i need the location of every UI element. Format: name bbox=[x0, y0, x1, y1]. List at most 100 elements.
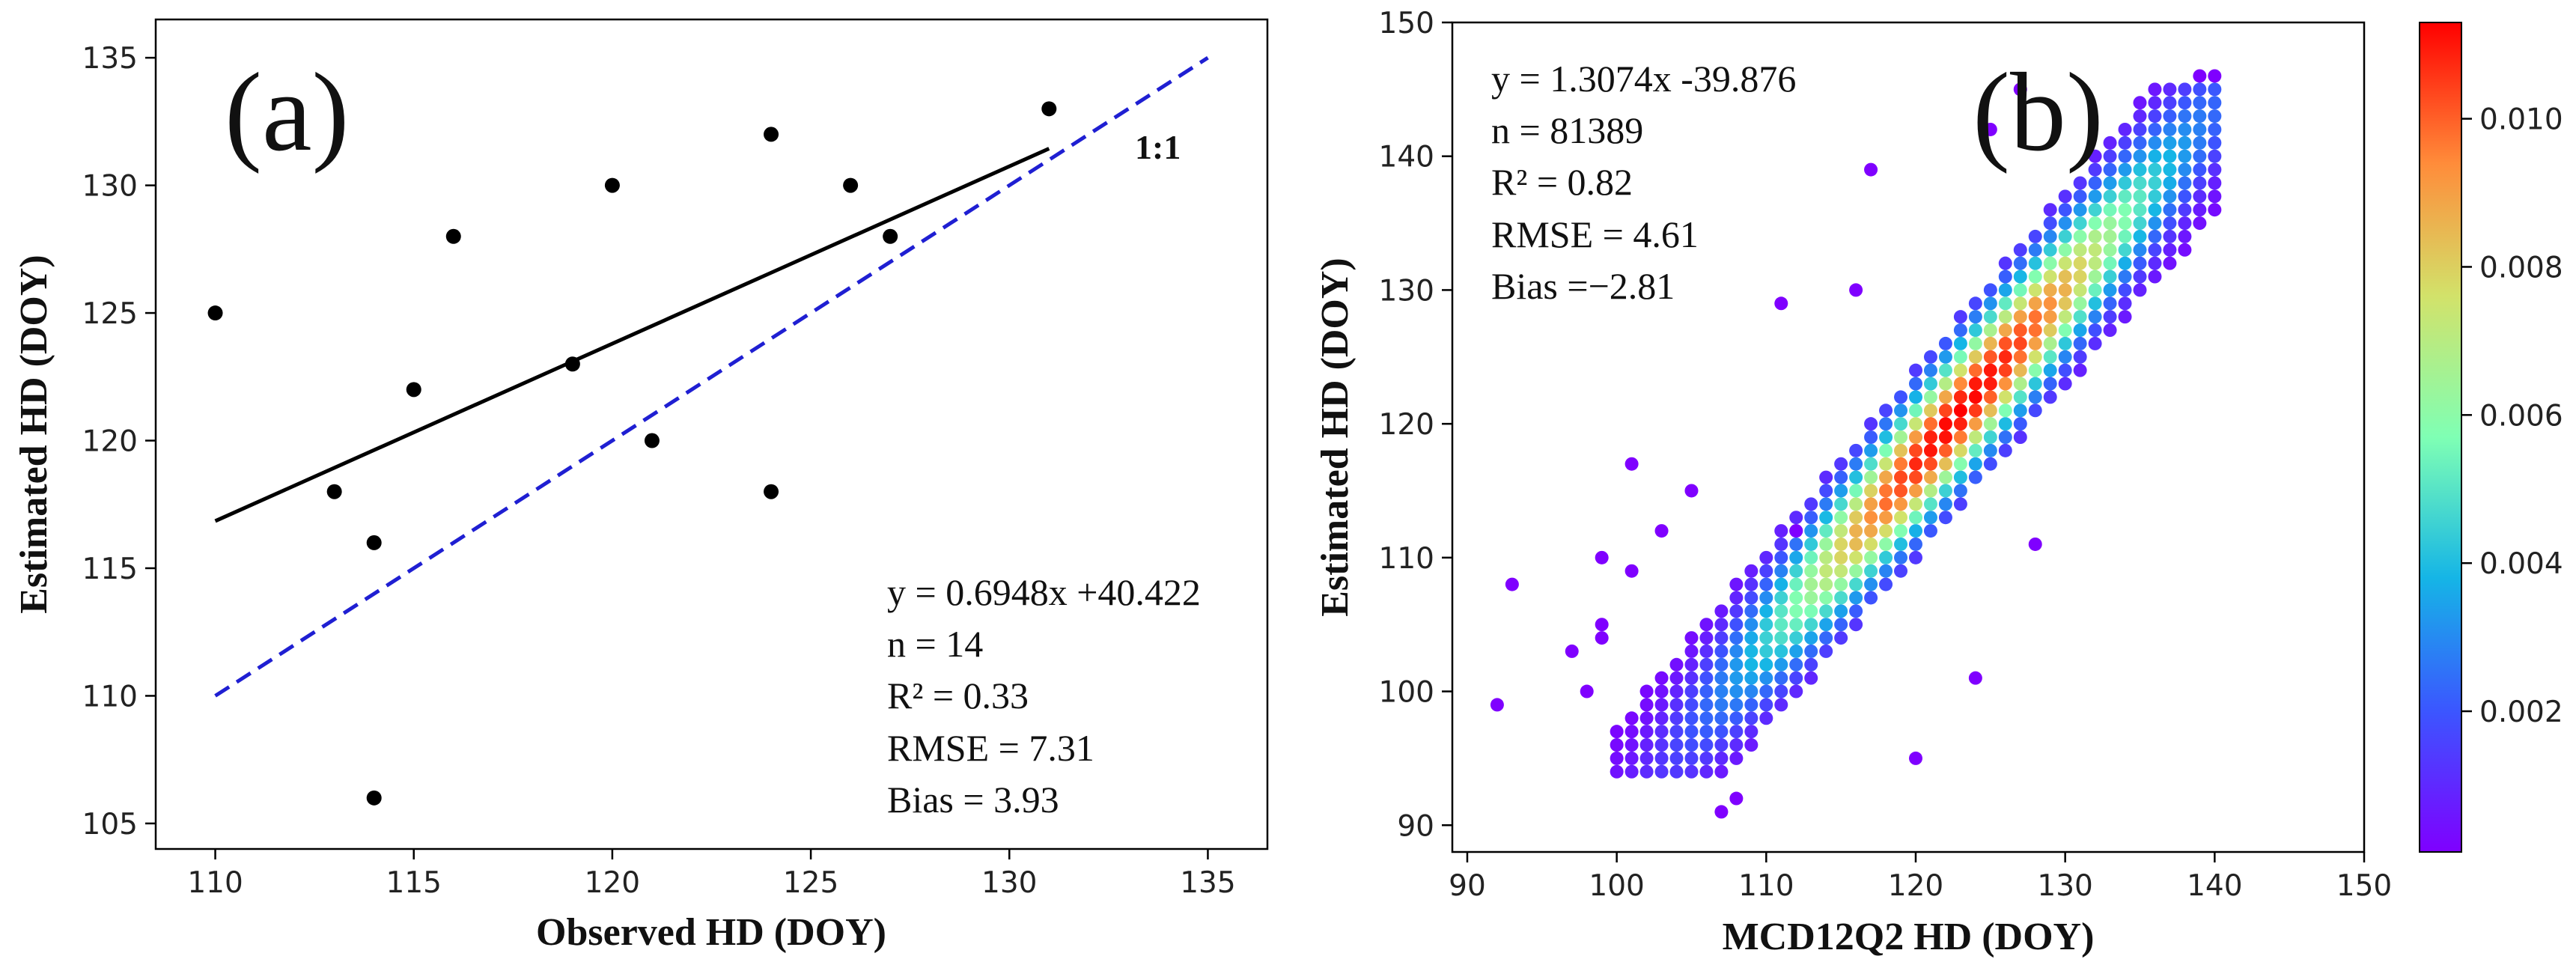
density-point bbox=[1804, 618, 1818, 632]
density-point bbox=[2193, 136, 2207, 150]
density-point bbox=[1953, 323, 1967, 338]
density-point bbox=[1953, 497, 1967, 511]
density-point bbox=[1908, 417, 1922, 431]
outlier-point bbox=[1774, 296, 1788, 311]
density-point bbox=[2178, 82, 2192, 97]
density-point bbox=[2208, 176, 2222, 190]
density-point bbox=[1610, 751, 1624, 765]
density-point bbox=[2133, 136, 2147, 150]
density-point bbox=[2178, 203, 2192, 217]
density-point bbox=[2178, 149, 2192, 163]
density-point bbox=[1714, 751, 1729, 765]
density-point bbox=[1699, 618, 1714, 632]
density-point bbox=[1699, 751, 1714, 765]
density-point bbox=[2088, 162, 2102, 177]
density-point bbox=[2148, 122, 2162, 136]
density-point bbox=[2118, 203, 2132, 217]
density-point bbox=[1864, 430, 1878, 444]
density-point bbox=[1998, 443, 2012, 457]
data-point bbox=[1041, 101, 1057, 117]
density-point bbox=[2043, 216, 2057, 231]
density-point bbox=[1834, 470, 1848, 484]
density-point bbox=[1729, 591, 1744, 605]
density-point bbox=[2043, 390, 2057, 404]
density-point bbox=[1714, 631, 1729, 645]
density-point bbox=[2088, 243, 2102, 257]
panel-a-x-tick-label: 120 bbox=[585, 866, 640, 900]
density-point bbox=[2013, 270, 2027, 284]
density-point bbox=[1669, 684, 1684, 698]
density-point bbox=[2208, 96, 2222, 110]
data-point bbox=[564, 356, 580, 372]
density-point bbox=[2118, 229, 2132, 243]
density-point bbox=[1789, 657, 1803, 672]
density-point bbox=[1834, 457, 1848, 471]
density-point bbox=[1759, 711, 1773, 725]
panel-b-y-axis-title: Estimated HD (DOY) bbox=[1314, 258, 1356, 617]
panel-b-stat-bias: Bias =−2.81 bbox=[1491, 265, 1675, 307]
density-point bbox=[2043, 256, 2057, 270]
density-point bbox=[2193, 109, 2207, 124]
density-point bbox=[1684, 644, 1699, 658]
density-point bbox=[1744, 698, 1759, 712]
density-point bbox=[1684, 751, 1699, 765]
density-point bbox=[1849, 470, 1863, 484]
density-point bbox=[2073, 189, 2087, 204]
density-point bbox=[2103, 296, 2117, 311]
density-point bbox=[2058, 377, 2072, 391]
density-point bbox=[2058, 363, 2072, 377]
density-point bbox=[1968, 350, 1982, 364]
density-point bbox=[2133, 122, 2147, 136]
density-point bbox=[2103, 323, 2117, 338]
density-point bbox=[1610, 764, 1624, 779]
density-point bbox=[2073, 203, 2087, 217]
density-point bbox=[1968, 363, 1982, 377]
density-point bbox=[1968, 336, 1982, 350]
density-point bbox=[1714, 644, 1729, 658]
density-point bbox=[1669, 671, 1684, 685]
density-point bbox=[1923, 524, 1937, 538]
density-point bbox=[1699, 671, 1714, 685]
density-point bbox=[2013, 430, 2027, 444]
density-point bbox=[2118, 243, 2132, 257]
data-point bbox=[406, 382, 421, 398]
density-point bbox=[1923, 404, 1937, 418]
density-point bbox=[1804, 657, 1818, 672]
density-point bbox=[2058, 189, 2072, 204]
density-point bbox=[1729, 725, 1744, 739]
density-point bbox=[1729, 684, 1744, 698]
density-point bbox=[1819, 591, 1833, 605]
density-point bbox=[1938, 443, 1952, 457]
density-point bbox=[1983, 377, 1997, 391]
panel-b-x-tick-label: 110 bbox=[1738, 869, 1794, 903]
density-point bbox=[2073, 310, 2087, 324]
density-point bbox=[1610, 738, 1624, 752]
density-point bbox=[2133, 283, 2147, 297]
density-point bbox=[1923, 457, 1937, 471]
density-point bbox=[2073, 176, 2087, 190]
density-point bbox=[1849, 618, 1863, 632]
density-point bbox=[2088, 310, 2102, 324]
density-point bbox=[1938, 497, 1952, 511]
density-point bbox=[2148, 270, 2162, 284]
density-point bbox=[2133, 216, 2147, 231]
density-point bbox=[2103, 283, 2117, 297]
density-point bbox=[2163, 109, 2177, 124]
density-point bbox=[2103, 229, 2117, 243]
panel-a-y-axis-title: Estimated HD (DOY) bbox=[13, 255, 55, 614]
density-point bbox=[1804, 524, 1818, 538]
density-point bbox=[2118, 270, 2132, 284]
density-point bbox=[2133, 109, 2147, 124]
outlier-point bbox=[1595, 631, 1609, 645]
panel-b-label: (b) bbox=[1973, 50, 2104, 174]
density-point bbox=[1908, 390, 1922, 404]
density-point bbox=[1804, 671, 1818, 685]
density-point bbox=[1938, 457, 1952, 471]
density-point bbox=[1759, 577, 1773, 591]
density-point bbox=[2208, 82, 2222, 97]
density-point bbox=[1938, 484, 1952, 498]
density-point bbox=[1744, 684, 1759, 698]
density-point bbox=[2058, 216, 2072, 231]
density-point bbox=[2178, 229, 2192, 243]
density-point bbox=[1744, 738, 1759, 752]
